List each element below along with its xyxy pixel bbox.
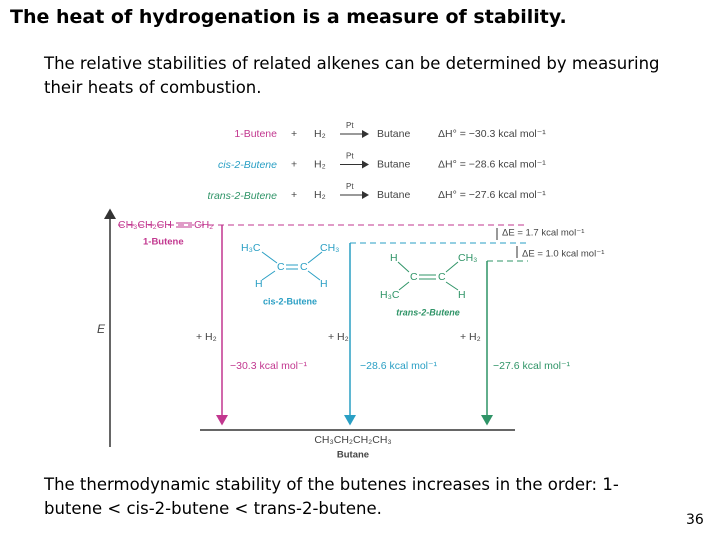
- h2: H₂: [314, 128, 326, 140]
- delta-h: ΔH° = −27.6 kcal mol⁻¹: [438, 189, 546, 201]
- atom: H: [390, 252, 398, 264]
- atom: CH₃: [458, 252, 477, 264]
- plus: +: [291, 128, 297, 140]
- plus-h2: + H₂: [328, 331, 349, 343]
- atom: H: [320, 278, 328, 290]
- formula: CH₂: [194, 219, 213, 231]
- reaction-alkene: cis-2-Butene: [218, 159, 277, 171]
- butane-formula: CH₃CH₂CH₂CH₃: [314, 434, 391, 446]
- plus-h2: + H₂: [196, 331, 217, 343]
- atom: H₃C: [241, 242, 261, 254]
- reaction-alkene: 1-Butene: [234, 128, 277, 140]
- atom: H₃C: [380, 289, 400, 301]
- delta-e: ΔE = 1.7 kcal mol⁻¹: [502, 228, 584, 239]
- catalyst: Pt: [346, 152, 354, 161]
- heat-label: −28.6 kcal mol⁻¹: [360, 360, 438, 372]
- formula: CH₃CH₂CH: [118, 219, 172, 231]
- heat-label: −27.6 kcal mol⁻¹: [493, 360, 571, 372]
- reaction-alkene: trans-2-Butene: [208, 190, 278, 202]
- page-number: 36: [686, 512, 704, 528]
- atom: C: [438, 271, 446, 283]
- delta-h: ΔH° = −30.3 kcal mol⁻¹: [438, 128, 546, 140]
- atom: C: [410, 271, 418, 283]
- h2: H₂: [314, 158, 326, 170]
- product: Butane: [377, 158, 410, 170]
- cis-structure: H₃C CH₃ C C H H: [241, 242, 339, 290]
- atom: H: [458, 289, 466, 301]
- h2: H₂: [314, 189, 326, 201]
- reaction-rows: + H₂ Pt Butane ΔH° = −30.3 kcal mol⁻¹ + H₂ Pt Bu…: [291, 121, 546, 201]
- atom: C: [277, 261, 285, 273]
- molecule-name: cis-2-Butene: [263, 296, 317, 306]
- delta-e: ΔE = 1.0 kcal mol⁻¹: [522, 249, 604, 260]
- butane-name: Butane: [337, 450, 369, 461]
- catalyst: Pt: [346, 121, 354, 130]
- atom: H: [255, 278, 263, 290]
- molecule-name: 1-Butene: [143, 237, 184, 248]
- conclusion-text: The thermodynamic stability of the buten…: [44, 475, 619, 518]
- intro-text: The relative stabilities of related alke…: [44, 54, 660, 97]
- delta-h: ΔH° = −28.6 kcal mol⁻¹: [438, 158, 546, 170]
- molecule-name: trans-2-Butene: [396, 307, 460, 317]
- atom: C: [300, 261, 308, 273]
- plus-h2: + H₂: [460, 331, 481, 343]
- bonds: [261, 251, 323, 281]
- bonds: [397, 261, 459, 291]
- product: Butane: [377, 128, 410, 140]
- plus: +: [291, 158, 297, 170]
- slide-title: The heat of hydrogenation is a measure o…: [10, 6, 567, 28]
- atom: CH₃: [320, 242, 339, 254]
- catalyst: Pt: [346, 182, 354, 191]
- plus: +: [291, 189, 297, 201]
- axis-label: E: [97, 322, 106, 336]
- heat-label: −30.3 kcal mol⁻¹: [230, 360, 308, 372]
- product: Butane: [377, 189, 410, 201]
